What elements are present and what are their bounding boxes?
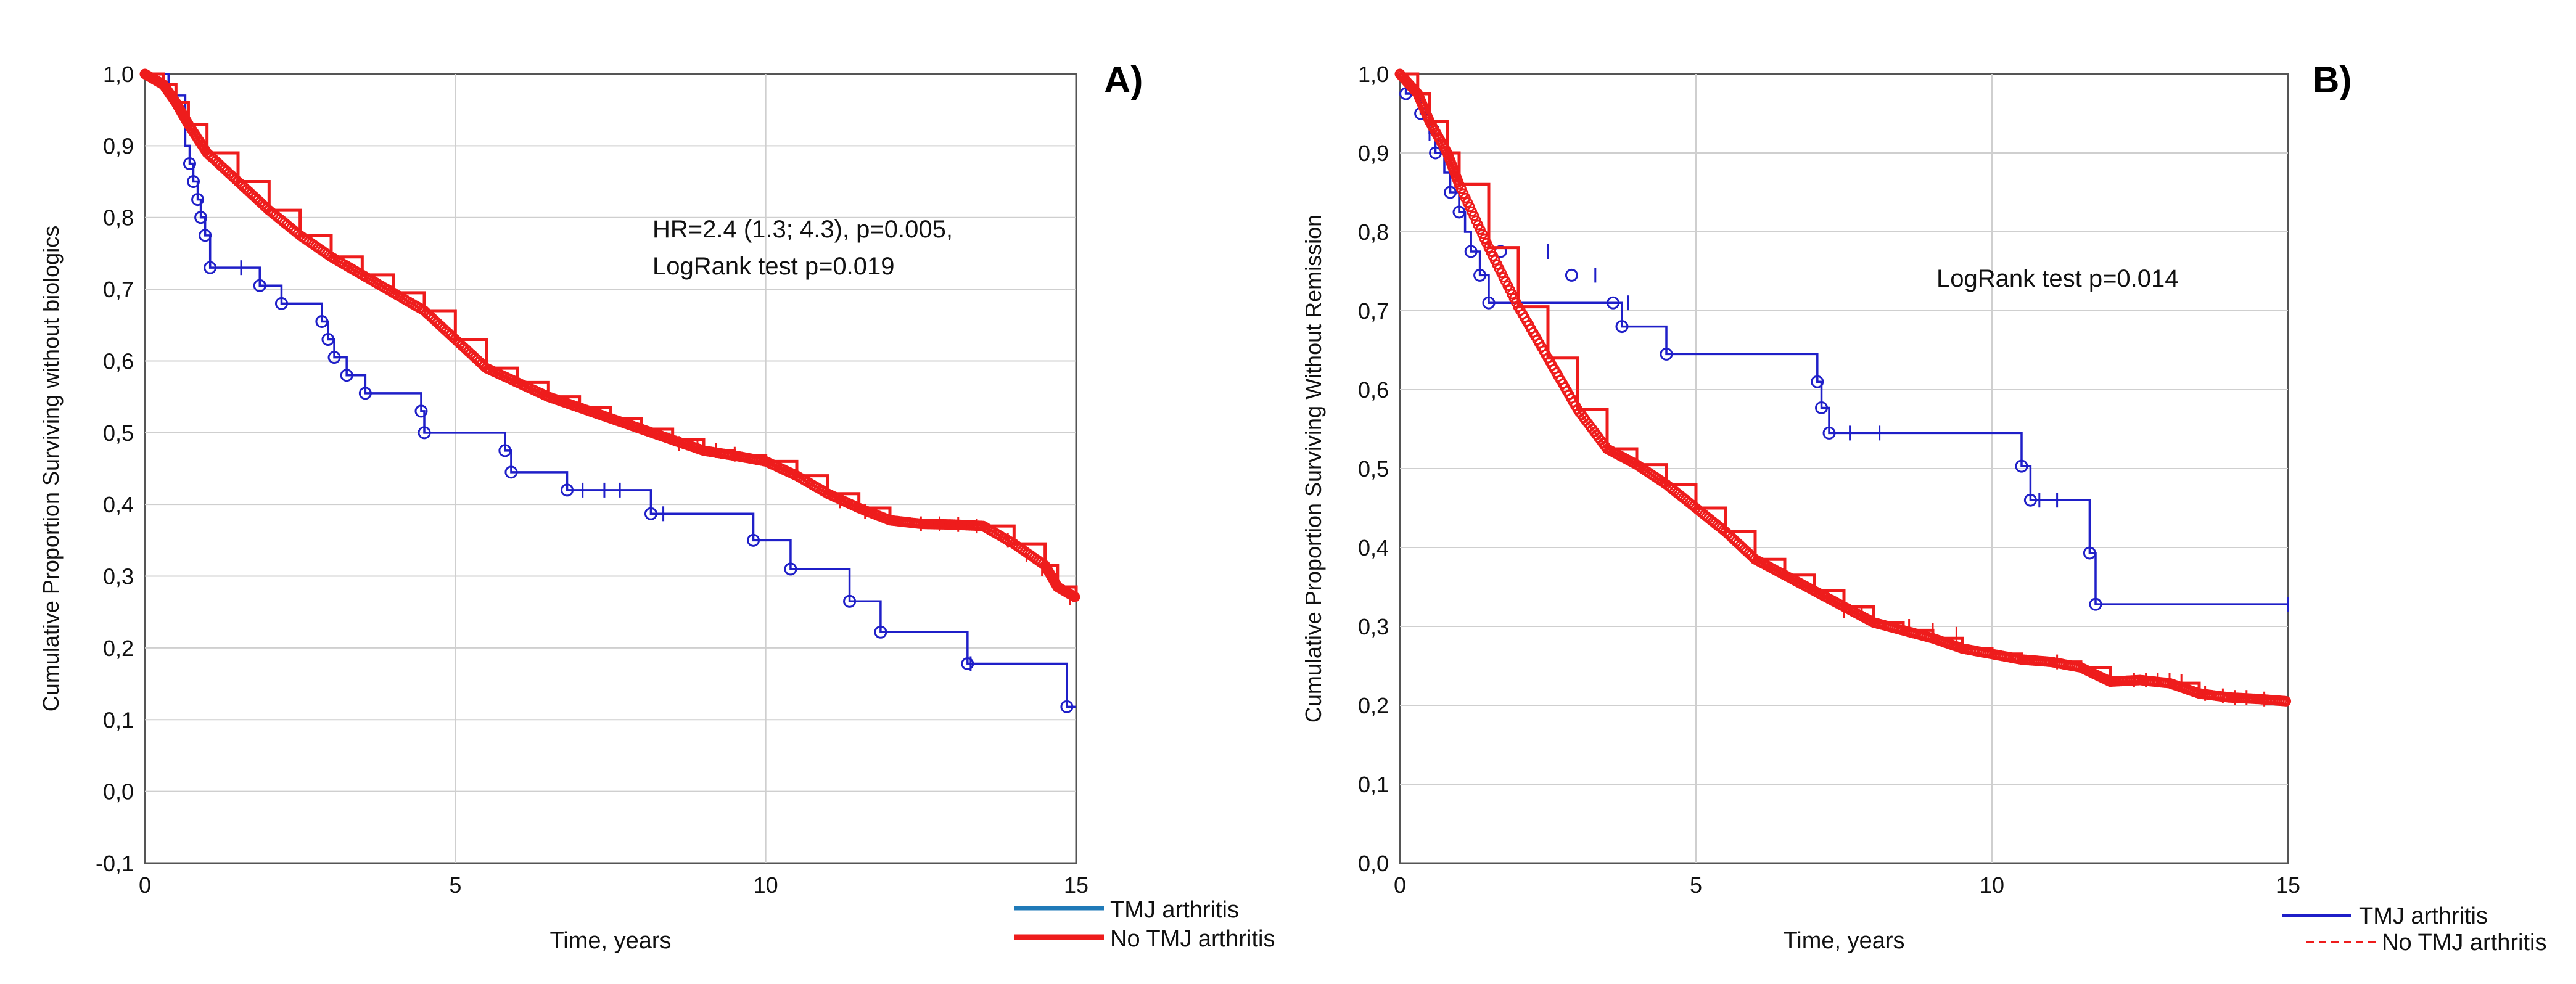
x-tick-label: 15 bbox=[2276, 872, 2300, 898]
event-marker-tmj bbox=[204, 261, 217, 274]
event-marker-tmj bbox=[199, 229, 212, 242]
legend-a-label-tmj: TMJ arthritis bbox=[1110, 897, 1239, 923]
x-tick-label: 10 bbox=[1980, 872, 2004, 898]
event-marker-tmj bbox=[1615, 320, 1629, 334]
event-marker-tmj bbox=[414, 404, 428, 418]
y-tick-label: 0,2 bbox=[103, 636, 134, 661]
legend-b-label-notmj: No TMJ arthritis bbox=[2382, 930, 2546, 956]
event-marker-tmj bbox=[1565, 268, 1578, 282]
event-marker-tmj bbox=[191, 193, 205, 207]
grid-a bbox=[145, 74, 1076, 863]
tick-labels-a: -0,1 0,0 0,1 0,2 0,3 0,4 0,5 0,6 0,7 0,8 0,9 1,0 0 5 1… bbox=[96, 62, 1088, 898]
event-marker-tmj bbox=[1815, 401, 1829, 414]
annotation-b-line1: LogRank test p=0.014 bbox=[1936, 265, 2179, 292]
y-tick-label: 1,0 bbox=[103, 62, 134, 87]
y-tick-label: 0,2 bbox=[1358, 693, 1389, 718]
event-marker-tmj bbox=[315, 314, 329, 328]
event-marker-no-tmj bbox=[2281, 695, 2292, 707]
event-marker-tmj bbox=[747, 533, 760, 547]
event-marker-tmj bbox=[961, 657, 974, 671]
event-marker-tmj bbox=[1822, 426, 1836, 440]
annotation-a-line1: HR=2.4 (1.3; 4.3), p=0.005, bbox=[652, 216, 953, 243]
y-tick-label: 1,0 bbox=[1358, 62, 1389, 87]
y-tick-label: 0,9 bbox=[1358, 141, 1389, 166]
y-tick-label: 0,4 bbox=[103, 492, 134, 517]
event-marker-tmj bbox=[1473, 268, 1487, 282]
event-marker-tmj bbox=[1444, 186, 1457, 199]
event-marker-tmj bbox=[253, 279, 266, 292]
legend-a: TMJ arthritis No TMJ arthritis bbox=[1014, 897, 1275, 952]
legend-b-label-tmj: TMJ arthritis bbox=[2359, 903, 2488, 929]
event-marker-tmj bbox=[418, 426, 431, 440]
event-marker-tmj bbox=[1482, 296, 1496, 310]
event-marker-tmj bbox=[1060, 700, 1074, 713]
event-marker-tmj bbox=[1660, 347, 1673, 361]
y-tick-label: 0,6 bbox=[1358, 377, 1389, 403]
event-marker-tmj bbox=[2083, 546, 2096, 560]
y-tick-label: 0,1 bbox=[103, 707, 134, 732]
y-tick-label: -0,1 bbox=[96, 851, 134, 876]
plot-frame-a bbox=[144, 73, 1077, 864]
panel-label-a: A) bbox=[1104, 59, 1143, 100]
event-marker-tmj bbox=[274, 297, 288, 310]
event-marker-tmj bbox=[327, 351, 341, 364]
x-axis-label-b: Time, years bbox=[1783, 928, 1904, 954]
event-marker-tmj bbox=[358, 387, 372, 400]
y-tick-label: 0,8 bbox=[1358, 219, 1389, 245]
y-axis-label-a: Cumulative Proportion Surviving without … bbox=[38, 226, 64, 711]
x-tick-label: 0 bbox=[139, 872, 151, 898]
annotation-a-line2: LogRank test p=0.019 bbox=[652, 253, 895, 280]
y-tick-label: 0,7 bbox=[103, 277, 134, 302]
y-tick-label: 0,6 bbox=[103, 348, 134, 374]
event-marker-tmj bbox=[321, 333, 335, 346]
event-marker-tmj bbox=[874, 625, 887, 639]
event-marker-tmj bbox=[183, 157, 196, 170]
y-tick-label: 0,1 bbox=[1358, 772, 1389, 797]
event-marker-tmj bbox=[843, 594, 857, 608]
panel-a: -0,1 0,0 0,1 0,2 0,3 0,4 0,5 0,6 0,7 0,8 0,9 1,0 0 5 1… bbox=[38, 59, 1275, 954]
legend-b: TMJ arthritis No TMJ arthritis bbox=[2282, 903, 2546, 956]
y-tick-label: 0,0 bbox=[1358, 851, 1389, 876]
event-marker-tmj bbox=[644, 507, 657, 520]
event-marker-tmj bbox=[504, 465, 518, 479]
y-tick-label: 0,5 bbox=[1358, 456, 1389, 482]
y-axis-label-b: Cumulative Proportion Surviving Without … bbox=[1301, 215, 1326, 723]
event-marker-tmj bbox=[187, 175, 200, 189]
event-marker-tmj bbox=[1811, 375, 1824, 388]
event-marker-tmj bbox=[2023, 493, 2037, 507]
y-tick-label: 0,7 bbox=[1358, 298, 1389, 324]
x-tick-label: 5 bbox=[449, 872, 461, 898]
legend-a-label-notmj: No TMJ arthritis bbox=[1110, 926, 1275, 952]
tick-labels-b: 0,0 0,1 0,2 0,3 0,4 0,5 0,6 0,7 0,8 0,9 1,0 0 5 10 15 bbox=[1358, 62, 2300, 898]
y-tick-label: 0,0 bbox=[103, 779, 134, 805]
y-tick-label: 0,9 bbox=[103, 133, 134, 158]
event-marker-tmj bbox=[2089, 597, 2102, 611]
series-b bbox=[1394, 68, 2292, 707]
x-tick-label: 5 bbox=[1690, 872, 1702, 898]
event-marker-tmj bbox=[561, 483, 574, 497]
event-marker-tmj bbox=[784, 562, 797, 576]
panel-b: 0,00,10,20,30,40,50,60,70,80,91,00 5 10 15 … bbox=[1301, 59, 2546, 956]
event-marker-tmj bbox=[1452, 205, 1466, 219]
event-marker-tmj bbox=[194, 211, 208, 224]
y-tick-label: 0,8 bbox=[103, 205, 134, 231]
event-marker-tmj bbox=[1464, 245, 1478, 258]
x-tick-label: 15 bbox=[1064, 872, 1088, 898]
event-marker-tmj bbox=[1607, 296, 1620, 310]
panel-label-b: B) bbox=[2313, 59, 2352, 100]
series-a bbox=[139, 68, 1080, 713]
event-marker-tmj bbox=[340, 369, 353, 382]
x-tick-label: 10 bbox=[754, 872, 778, 898]
y-tick-label: 0,3 bbox=[1358, 614, 1389, 639]
y-tick-label: 0,5 bbox=[103, 420, 134, 446]
x-axis-label-a: Time, years bbox=[549, 928, 671, 954]
event-marker-tmj bbox=[498, 444, 512, 457]
y-tick-label: 0,4 bbox=[1358, 535, 1389, 560]
event-marker-tmj bbox=[2015, 459, 2028, 473]
event-marker-tmj bbox=[1429, 146, 1442, 160]
grid-b bbox=[1400, 74, 2288, 863]
y-tick-label: 0,3 bbox=[103, 564, 134, 589]
x-tick-label: 0 bbox=[1394, 872, 1406, 898]
